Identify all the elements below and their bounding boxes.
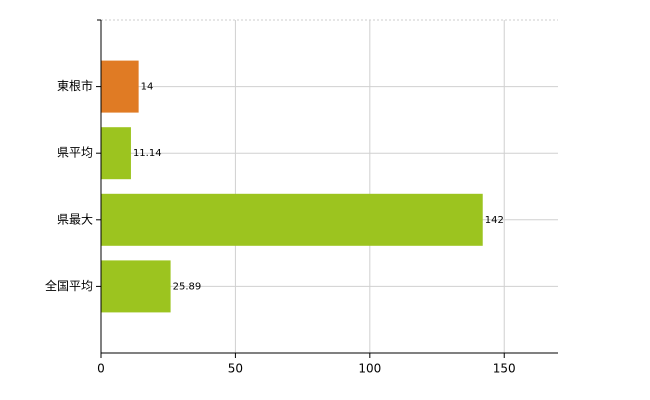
bar: [101, 60, 139, 113]
bar: [101, 260, 171, 313]
x-tick-label: 100: [358, 362, 381, 376]
x-tick-label: 0: [97, 362, 105, 376]
data-label: 11.14: [133, 148, 162, 159]
bar: [101, 127, 131, 180]
x-tick-label: 150: [493, 362, 516, 376]
y-tick-label: 県最大: [57, 212, 93, 226]
y-tick-label: 東根市: [57, 78, 93, 93]
data-label: 142: [485, 215, 504, 226]
x-tick-label: 50: [228, 362, 243, 376]
y-tick-label: 全国平均: [45, 278, 93, 293]
data-label: 25.89: [173, 281, 202, 292]
y-tick-label: 県平均: [57, 146, 93, 160]
data-label: 14: [141, 82, 154, 93]
bar: [101, 193, 483, 246]
